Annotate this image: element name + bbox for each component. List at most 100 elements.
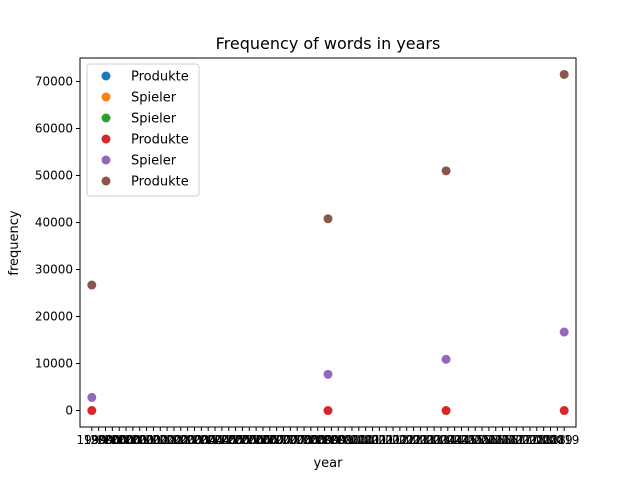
x-tick-label: 2013 — [405, 433, 436, 447]
x-tick-label: 2005 — [227, 433, 258, 447]
x-tick-label: 2017 — [494, 433, 525, 447]
legend-marker — [101, 176, 111, 186]
x-tick-label: 2013 — [412, 433, 443, 447]
y-tick-label: 60000 — [35, 122, 73, 136]
axes-frame — [79, 57, 577, 428]
x-tick-label: 2011 — [364, 433, 395, 447]
x-tick-label: 2015 — [453, 433, 484, 447]
x-tick-label: 2007 — [275, 433, 306, 447]
x-tick-label: 2016 — [474, 433, 505, 447]
x-tick-label: 2008 — [296, 433, 327, 447]
x-tick-label: 2013 — [419, 433, 450, 447]
x-tick-label: 2010 — [344, 433, 375, 447]
x-tick-label: 2000 — [90, 433, 121, 447]
x-tick-label: 2002 — [152, 433, 183, 447]
y-tick-label: 50000 — [35, 169, 73, 183]
scatter-point — [441, 166, 451, 176]
y-tick-label: 70000 — [35, 75, 73, 89]
legend-label: Produkte — [131, 175, 189, 190]
x-tick-label: 2006 — [248, 433, 279, 447]
plot-area: 0 10000 20000 30000 40000 50000 60000 70000 1999… — [35, 57, 580, 447]
scatter-point — [87, 280, 97, 290]
x-tick-label: 2002 — [159, 433, 190, 447]
x-tick-label: 2019 — [542, 433, 573, 447]
x-tick-label: 2008 — [282, 433, 313, 447]
x-tick-label: 2014 — [439, 433, 470, 447]
x-tick-label: 2012 — [391, 433, 422, 447]
x-axis-label: year — [313, 456, 343, 471]
x-tick-label: 2007 — [255, 433, 286, 447]
x-tick-label: 2005 — [213, 433, 244, 447]
x-tick-label: 2017 — [501, 433, 532, 447]
x-tick-label: 2012 — [385, 433, 416, 447]
y-tick-label: 30000 — [35, 263, 73, 277]
x-tick-label: 2001 — [131, 433, 162, 447]
scatter-point — [559, 69, 569, 79]
x-tick-label: 2000 — [104, 433, 135, 447]
legend-marker — [101, 92, 111, 102]
scatter-point — [441, 354, 451, 364]
y-tick-label: 0 — [65, 404, 73, 418]
scatter-point — [323, 369, 333, 379]
scatter-point — [87, 392, 97, 402]
x-tick-label: 2006 — [241, 433, 272, 447]
scatter-point — [559, 406, 569, 416]
x-tick-label: 2010 — [337, 433, 368, 447]
x-tick-label: 2018 — [528, 433, 559, 447]
legend-marker — [101, 134, 111, 144]
x-tick-label: 2004 — [193, 433, 224, 447]
x-tick-label: 2016 — [480, 433, 511, 447]
x-tick-label: 2004 — [186, 433, 217, 447]
x-tick-label: 2003 — [166, 433, 197, 447]
x-tick-label: 2009 — [323, 433, 354, 447]
x-tick-label: 2001 — [124, 433, 155, 447]
x-tick-label: 2006 — [234, 433, 265, 447]
x-tick-label: 2007 — [261, 433, 292, 447]
x-tick-label: 2002 — [138, 433, 169, 447]
x-tick-label: 2005 — [220, 433, 251, 447]
x-tick-label: 2005 — [207, 433, 238, 447]
legend-label: Spieler — [131, 112, 177, 127]
x-tick-label: 2015 — [446, 433, 477, 447]
x-tick-label: 2003 — [179, 433, 210, 447]
x-tick-label: 2014 — [426, 433, 457, 447]
x-tick-label: 2000 — [97, 433, 128, 447]
legend — [86, 63, 200, 197]
x-tick-label: 2016 — [467, 433, 498, 447]
legend-label: Produkte — [131, 133, 189, 148]
scatter-point — [559, 327, 569, 337]
scatter-point — [87, 406, 97, 416]
x-tick-label: 1999 — [77, 433, 108, 447]
legend-marker — [101, 113, 111, 123]
x-tick-label: 2018 — [535, 433, 566, 447]
x-tick-label: 2018 — [515, 433, 546, 447]
legend-label: Spieler — [131, 154, 177, 169]
x-tick-label: 2015 — [460, 433, 491, 447]
x-tick-label: 2002 — [145, 433, 176, 447]
x-tick-label: 1999 — [83, 433, 114, 447]
scatter-point — [323, 406, 333, 416]
chart-title: Frequency of words in years — [216, 34, 441, 53]
y-tick-label: 40000 — [35, 216, 73, 230]
x-tick-label: 2016 — [487, 433, 518, 447]
x-tick-label: 2018 — [522, 433, 553, 447]
scatter-point — [441, 406, 451, 416]
scatter-point — [323, 214, 333, 224]
x-tick-label: 2001 — [118, 433, 149, 447]
x-tick-label: 2000 — [111, 433, 142, 447]
y-tick-label: 10000 — [35, 357, 73, 371]
x-tick-label: 2011 — [371, 433, 402, 447]
x-tick-label: 2009 — [302, 433, 333, 447]
x-tick-label: 2014 — [433, 433, 464, 447]
x-tick-label: 2003 — [172, 433, 203, 447]
legend-label: Produkte — [131, 70, 189, 85]
x-tick-label: 2012 — [378, 433, 409, 447]
x-tick-label: 2008 — [289, 433, 320, 447]
x-tick-label: 2011 — [350, 433, 381, 447]
x-tick-label: 2007 — [268, 433, 299, 447]
x-tick-label: 2009 — [309, 433, 340, 447]
x-tick-label: 2013 — [398, 433, 429, 447]
legend-marker — [101, 71, 111, 81]
x-tick-label: 2019 — [549, 433, 580, 447]
